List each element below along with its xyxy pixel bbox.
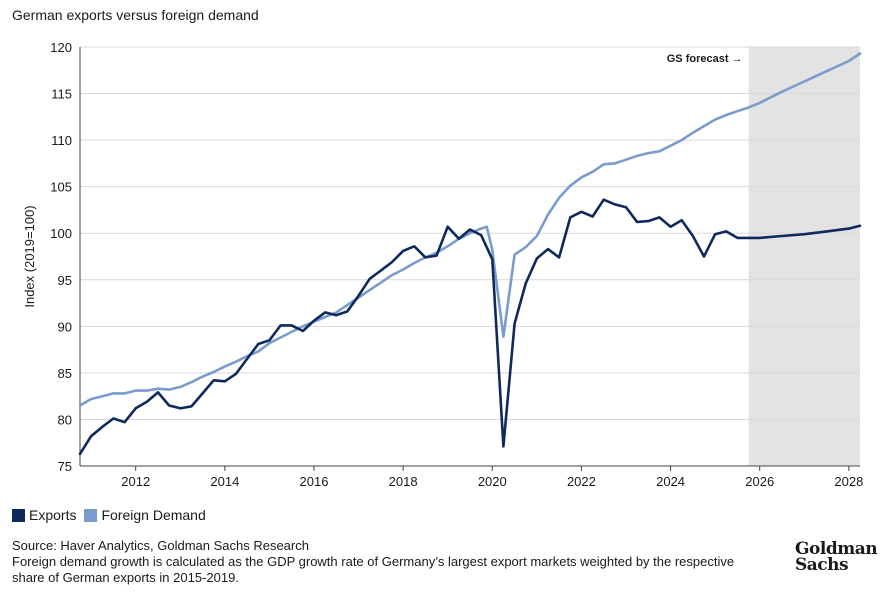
legend-label-exports: Exports [29,507,77,523]
x-tick-2012: 2012 [121,474,150,489]
legend-item-exports: Exports [12,507,76,523]
y-tick-90: 90 [58,319,72,334]
y-axis-label: Index (2019=100) [22,205,37,307]
y-tick-75: 75 [58,459,72,474]
x-tick-2020: 2020 [478,474,507,489]
y-tick-110: 110 [51,133,72,148]
legend-swatch-foreign-demand [84,508,98,522]
y-tick-105: 105 [50,180,72,195]
y-tick-115: 115 [51,87,72,102]
y-tick-80: 80 [58,412,72,427]
y-tick-labels: 75 80 85 90 95 100 105 110 115 120 [50,40,72,474]
legend-swatch-exports [12,508,25,522]
x-tick-2014: 2014 [210,474,239,489]
series-lines [78,52,862,456]
legend: Exports Foreign Demand [12,507,214,523]
y-tick-95: 95 [58,273,72,288]
logo-line-2: Sachs [795,555,849,575]
x-tick-2022: 2022 [567,474,596,489]
logo-line-1: Goldman [795,539,878,559]
legend-item-foreign-demand: Foreign Demand [84,507,206,523]
y-tick-85: 85 [58,366,72,381]
legend-label-foreign-demand: Foreign Demand [101,507,206,523]
forecast-band [748,47,860,466]
x-tick-2016: 2016 [300,474,329,489]
x-tick-2028: 2028 [834,474,863,489]
x-tick-2018: 2018 [389,474,418,489]
y-tick-120: 120 [50,40,72,55]
x-tick-2026: 2026 [745,474,774,489]
series-line-foreign-demand [78,52,862,407]
series-line-exports [78,198,862,456]
footer-notes: Source: Haver Analytics, Goldman Sachs R… [12,538,752,586]
x-tick-2024: 2024 [656,474,685,489]
x-tick-labels: 2012 2014 2016 2018 2020 2022 2024 2026 2028 [121,466,863,489]
forecast-label: GS forecast → [667,53,743,65]
source-note: Source: Haver Analytics, Goldman Sachs R… [12,538,309,553]
chart-title: German exports versus foreign demand [12,7,259,23]
methodology-note: Foreign demand growth is calculated as t… [12,554,735,585]
y-tick-100: 100 [50,226,72,241]
goldman-sachs-logo: Goldman Sachs [795,539,878,575]
